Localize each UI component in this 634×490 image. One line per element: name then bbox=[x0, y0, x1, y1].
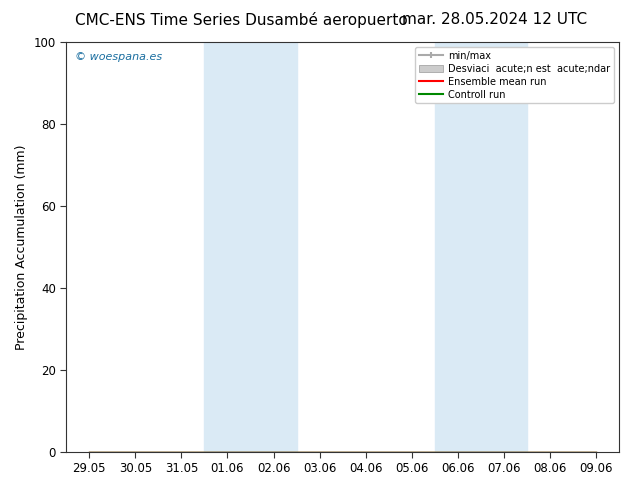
Legend: min/max, Desviaci  acute;n est  acute;ndar, Ensemble mean run, Controll run: min/max, Desviaci acute;n est acute;ndar… bbox=[415, 47, 614, 103]
Text: © woespana.es: © woespana.es bbox=[75, 52, 162, 62]
Bar bbox=[204, 42, 297, 452]
Bar bbox=[435, 42, 527, 452]
Text: mar. 28.05.2024 12 UTC: mar. 28.05.2024 12 UTC bbox=[402, 12, 587, 27]
Y-axis label: Precipitation Accumulation (mm): Precipitation Accumulation (mm) bbox=[15, 144, 28, 349]
Text: CMC-ENS Time Series Dusambé aeropuerto: CMC-ENS Time Series Dusambé aeropuerto bbox=[75, 12, 407, 28]
